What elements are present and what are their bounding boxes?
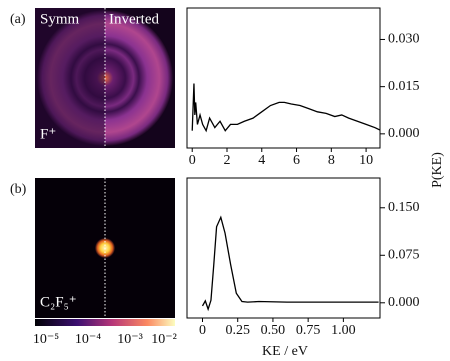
x-tick-label: 4 — [258, 153, 265, 168]
y-tick-label: 0.000 — [388, 126, 420, 141]
x-tick-label: 0.50 — [261, 323, 286, 338]
y-tick-label: 0.000 — [388, 295, 420, 310]
panel-label: (b) — [10, 182, 27, 197]
x-tick-label: 10 — [359, 153, 373, 168]
ion-label: F⁺ — [40, 126, 56, 142]
figure: Symm Inverted F⁺ C₂F₅⁺ 10⁻⁵ 10⁻⁴ 10⁻³ 10… — [0, 0, 450, 361]
x-tick-label: 1.00 — [331, 323, 356, 338]
x-tick-label: 0 — [199, 323, 206, 338]
colorbar-label: 10⁻⁴ — [75, 332, 101, 347]
x-tick-label: 2 — [223, 153, 230, 168]
x-tick-label: 8 — [328, 153, 335, 168]
colorbar-label: 10⁻⁵ — [33, 332, 59, 347]
y-tick-label: 0.075 — [388, 248, 420, 263]
axes-frame — [187, 178, 380, 318]
symm-label: Symm — [40, 11, 80, 27]
x-tick-label: 0.75 — [296, 323, 321, 338]
colorbar — [35, 319, 175, 326]
inverted-label: Inverted — [109, 11, 159, 27]
panel-label: (a) — [10, 12, 26, 27]
colorbar-label: 10⁻³ — [117, 332, 143, 347]
data-line — [203, 217, 379, 309]
ion-label: C₂F₅⁺ — [40, 294, 77, 310]
x-tick-label: 6 — [293, 153, 300, 168]
x-axis-label: KE / eV — [262, 344, 308, 359]
data-line — [192, 84, 380, 131]
y-axis-label: P(KE) — [430, 152, 445, 188]
y-tick-label: 0.015 — [388, 79, 420, 94]
x-tick-label: 0 — [189, 153, 196, 168]
colorbar-label: 10⁻² — [151, 332, 177, 347]
y-tick-label: 0.030 — [388, 32, 420, 47]
x-tick-label: 0.25 — [225, 323, 250, 338]
y-tick-label: 0.150 — [388, 200, 420, 215]
